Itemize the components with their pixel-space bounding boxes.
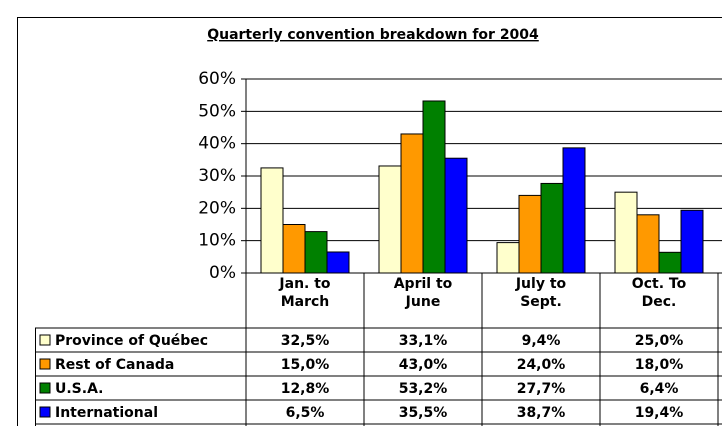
legend-label: International — [55, 405, 158, 421]
bar — [636, 214, 660, 274]
bar — [496, 242, 520, 274]
y-tick-label: 10% — [198, 231, 236, 251]
chart-border — [17, 17, 722, 426]
value-label: 43,0% — [399, 357, 448, 373]
value-label: 6,4% — [640, 381, 679, 397]
value-label: 9,4% — [522, 333, 561, 349]
y-tick-label: 20% — [198, 198, 236, 218]
bar — [680, 209, 704, 274]
value-label: 32,5% — [281, 333, 330, 349]
x-tick-label-box: April to June — [393, 276, 453, 310]
legend-swatch — [39, 382, 51, 394]
x-tick-label-box: July to Sept. — [515, 276, 567, 310]
legend-label: Rest of Canada — [55, 357, 174, 373]
x-tick-label: April to June — [393, 276, 453, 310]
bar — [326, 251, 350, 274]
value-label: 53,2% — [399, 381, 448, 397]
bar — [282, 224, 306, 274]
value-label: 35,5% — [399, 405, 448, 421]
value-label: 38,7% — [517, 405, 566, 421]
value-label: 33,1% — [399, 333, 448, 349]
value-label: 19,4% — [635, 405, 684, 421]
bar — [614, 191, 638, 274]
bar — [304, 231, 328, 274]
legend-swatch — [39, 334, 51, 346]
bar — [422, 100, 446, 274]
legend-swatch — [39, 406, 51, 418]
value-label: 24,0% — [517, 357, 566, 373]
bar — [400, 133, 424, 274]
legend-label: Province of Québec — [55, 333, 208, 349]
legend-swatch — [39, 358, 51, 370]
value-label: 6,5% — [286, 405, 325, 421]
y-tick-label: 50% — [198, 101, 236, 121]
bar — [562, 147, 586, 274]
y-tick-label: 40% — [198, 134, 236, 154]
x-tick-label: Jan. to March — [279, 276, 331, 310]
bar — [540, 182, 564, 274]
legend-label: U.S.A. — [55, 381, 104, 397]
value-label: 25,0% — [635, 333, 684, 349]
x-tick-label: July to Sept. — [515, 276, 567, 310]
bar — [378, 165, 402, 274]
x-tick-label-box: Jan. to March — [279, 276, 331, 310]
value-label: 15,0% — [281, 357, 330, 373]
bar — [518, 194, 542, 274]
y-tick-label: 60% — [198, 69, 236, 89]
bar — [260, 167, 284, 274]
value-label: 27,7% — [517, 381, 566, 397]
bar — [444, 157, 468, 274]
value-label: 18,0% — [635, 357, 684, 373]
y-tick-label: 30% — [198, 166, 236, 186]
chart-title: Quarterly convention breakdown for 2004 — [207, 27, 539, 43]
y-tick-label: 0% — [209, 263, 236, 283]
value-label: 12,8% — [281, 381, 330, 397]
bar — [658, 251, 682, 274]
x-tick-label: Oct. To Dec. — [631, 276, 687, 310]
x-tick-label-box: Oct. To Dec. — [631, 276, 687, 310]
